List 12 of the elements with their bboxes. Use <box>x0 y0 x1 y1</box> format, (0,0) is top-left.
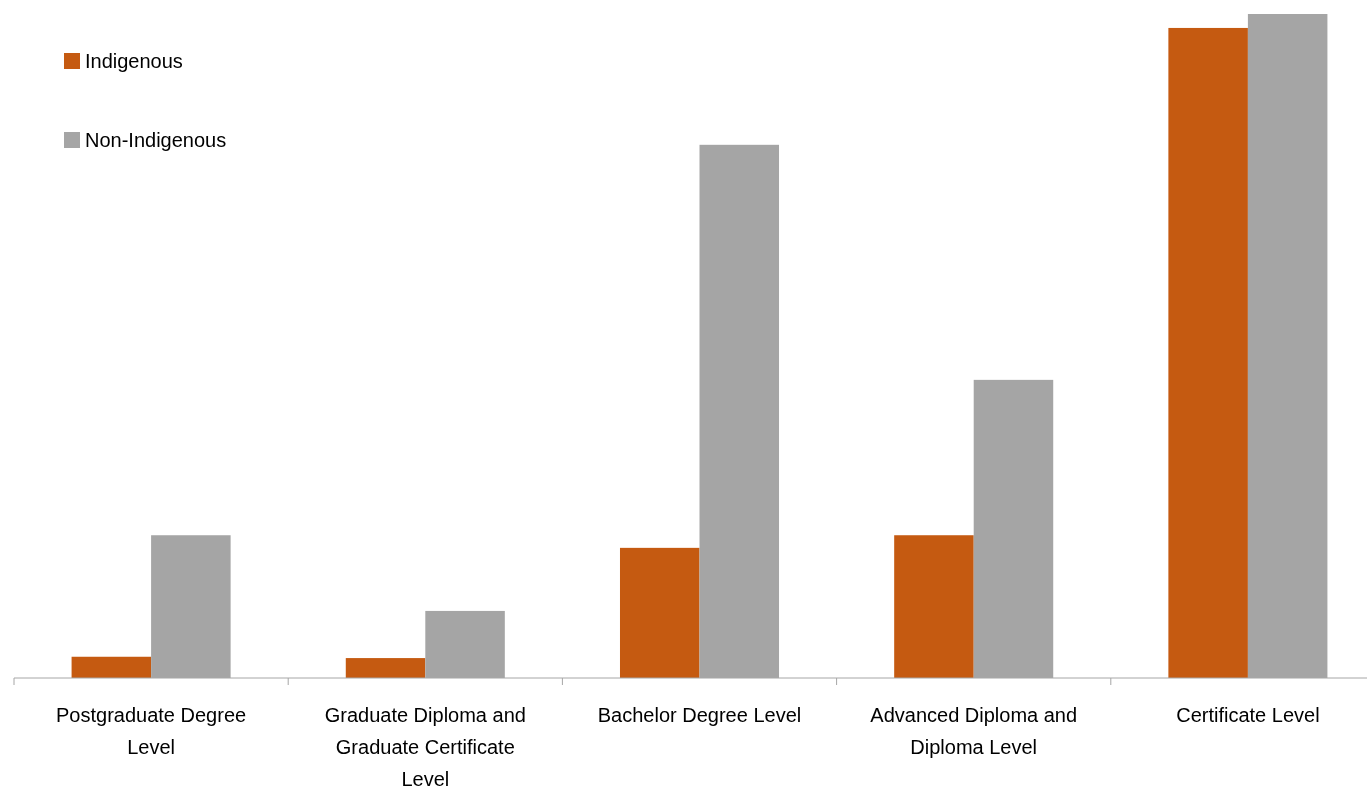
bar <box>619 547 700 678</box>
bar <box>71 656 152 678</box>
bar <box>894 535 974 678</box>
x-tick-label: Postgraduate Degree Level <box>56 704 247 758</box>
x-tick-label: Advanced Diploma and Diploma Level <box>870 704 1078 758</box>
x-tick-label: Graduate Diploma and Graduate Certificate Level <box>324 704 526 788</box>
x-tick-label: Certificate Level <box>1176 704 1320 726</box>
x-tick-label: Bachelor Degree Level <box>597 704 802 726</box>
bar <box>1168 27 1248 678</box>
legend-label: Non-Indigenous <box>85 129 227 151</box>
bar <box>345 658 426 678</box>
legend-label: Indigenous <box>85 50 183 72</box>
